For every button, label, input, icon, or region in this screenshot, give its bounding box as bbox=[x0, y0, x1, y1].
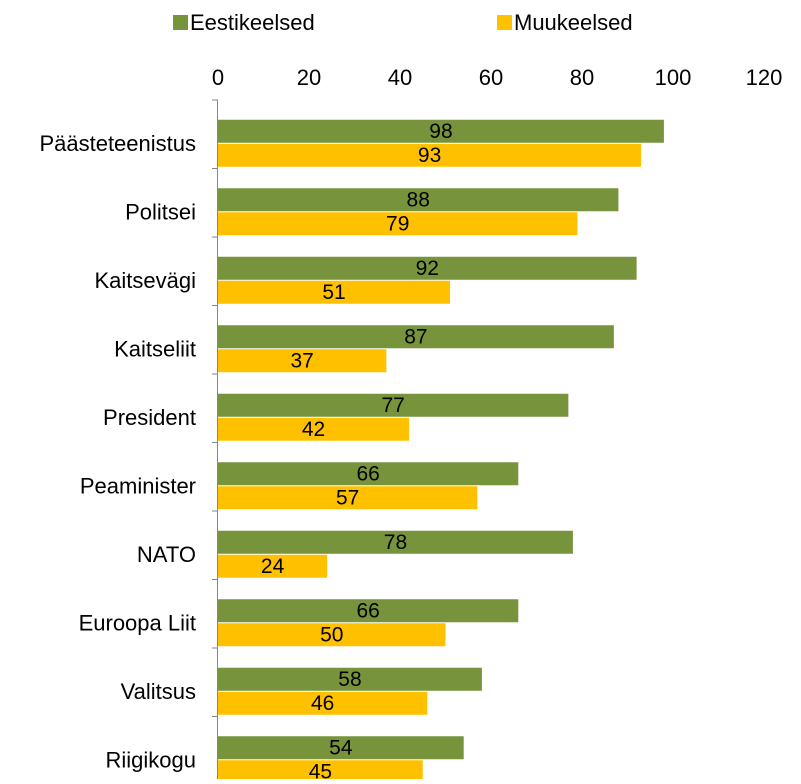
legend-swatch-1 bbox=[173, 15, 188, 30]
legend-label-2: Muukeelsed bbox=[514, 10, 633, 35]
category-label: President bbox=[103, 405, 196, 430]
category-label: Päästeteenistus bbox=[39, 131, 196, 156]
bar-value-label: 98 bbox=[429, 120, 452, 143]
bar-muukeelsed bbox=[218, 280, 451, 304]
y-axis bbox=[212, 99, 218, 779]
bar-eestikeelsed bbox=[218, 188, 619, 212]
bar-muukeelsed bbox=[218, 417, 410, 441]
bar-eestikeelsed bbox=[218, 462, 519, 486]
x-tick-label: 60 bbox=[479, 65, 503, 90]
x-tick-label: 40 bbox=[388, 65, 412, 90]
bar-value-label: 66 bbox=[356, 599, 379, 622]
category-label: Kaitsevägi bbox=[94, 268, 196, 293]
bar-value-label: 78 bbox=[384, 531, 407, 554]
x-tick-label: 120 bbox=[746, 65, 783, 90]
category-label: Politsei bbox=[125, 200, 196, 225]
y-axis-category-labels: Päästeteenistus Politsei Kaitsevägi Kaitsel… bbox=[39, 131, 196, 773]
bar-eestikeelsed bbox=[218, 667, 482, 691]
x-axis-ticks: 0 20 40 60 80 100 120 bbox=[212, 65, 782, 90]
bar-eestikeelsed bbox=[218, 119, 664, 143]
bar-value-label: 54 bbox=[329, 736, 353, 759]
bar-value-label: 24 bbox=[261, 555, 285, 578]
bar-muukeelsed bbox=[218, 623, 446, 647]
bar-value-label: 45 bbox=[309, 760, 332, 779]
bar-eestikeelsed bbox=[218, 736, 464, 760]
bar-value-label: 58 bbox=[338, 668, 361, 691]
legend-swatch-2 bbox=[497, 15, 512, 30]
bar-eestikeelsed bbox=[218, 325, 614, 349]
bar-muukeelsed bbox=[218, 760, 423, 784]
bar-value-label: 79 bbox=[386, 212, 409, 235]
bar-eestikeelsed bbox=[218, 530, 573, 554]
bar-value-label: 88 bbox=[407, 188, 430, 211]
legend-label-1: Eestikeelsed bbox=[190, 10, 315, 35]
bar-muukeelsed bbox=[218, 212, 578, 236]
x-tick-label: 80 bbox=[570, 65, 594, 90]
category-label: NATO bbox=[137, 542, 196, 567]
x-tick-label: 0 bbox=[212, 65, 224, 90]
x-tick-label: 100 bbox=[655, 65, 692, 90]
bar-value-label: 37 bbox=[290, 349, 313, 372]
bar-value-label: 50 bbox=[320, 623, 343, 646]
category-label: Kaitseliit bbox=[114, 337, 196, 362]
bar-muukeelsed bbox=[218, 554, 328, 578]
bar-eestikeelsed bbox=[218, 393, 569, 417]
bar-eestikeelsed bbox=[218, 256, 637, 280]
bar-value-label: 51 bbox=[322, 281, 345, 304]
category-label: Valitsus bbox=[121, 679, 196, 704]
bar-value-label: 77 bbox=[381, 394, 404, 417]
legend: Eestikeelsed Muukeelsed bbox=[173, 10, 633, 35]
bar-value-label: 42 bbox=[302, 418, 325, 441]
bar-muukeelsed bbox=[218, 143, 642, 167]
bar-eestikeelsed bbox=[218, 599, 519, 623]
bar-value-label: 93 bbox=[418, 144, 441, 167]
bar-muukeelsed bbox=[218, 349, 387, 373]
x-tick-label: 20 bbox=[297, 65, 321, 90]
category-label: Euroopa Liit bbox=[79, 611, 196, 636]
bar-value-label: 92 bbox=[416, 257, 439, 280]
bar-muukeelsed bbox=[218, 691, 428, 715]
bar-muukeelsed bbox=[218, 486, 478, 510]
bar-value-label: 66 bbox=[356, 462, 379, 485]
bar-value-label: 46 bbox=[311, 692, 334, 715]
category-label: Peaminister bbox=[80, 474, 196, 499]
bar-value-label: 57 bbox=[336, 486, 359, 509]
bar-value-label: 87 bbox=[404, 325, 427, 348]
category-label: Riigikogu bbox=[106, 748, 197, 773]
